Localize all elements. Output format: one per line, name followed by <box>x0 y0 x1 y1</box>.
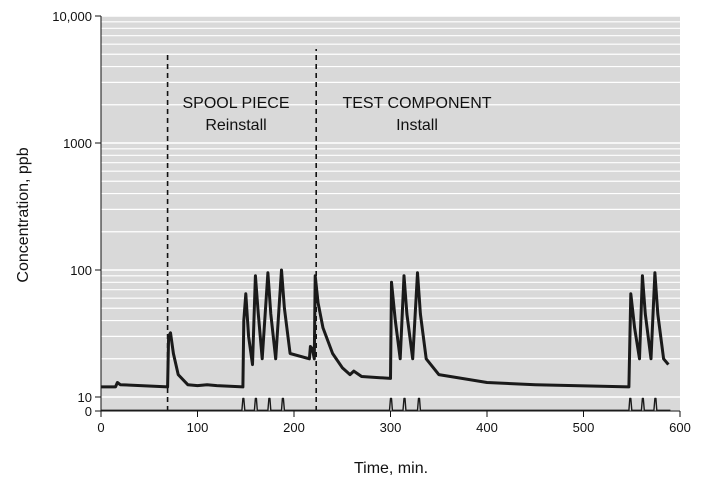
data-line <box>101 397 671 411</box>
x-tick-label: 200 <box>283 420 305 435</box>
y-tick-label: 0 <box>85 404 92 419</box>
y-tick-label: 10,000 <box>52 9 92 24</box>
x-tick-label: 100 <box>187 420 209 435</box>
y-tick-label: 100 <box>70 263 92 278</box>
annotation: TEST COMPONENT <box>342 95 491 112</box>
y-tick-label: 10 <box>78 390 92 405</box>
y-axis-label: Concentration, ppb <box>15 147 32 282</box>
x-tick-label: 500 <box>573 420 595 435</box>
x-tick-label: 300 <box>380 420 402 435</box>
annotation: Reinstall <box>205 117 266 134</box>
y-tick-label: 1000 <box>63 136 92 151</box>
x-axis-label: Time, min. <box>354 460 428 477</box>
x-tick-label: 0 <box>97 420 104 435</box>
annotation: SPOOL PIECE <box>183 95 290 112</box>
x-tick-label: 400 <box>476 420 498 435</box>
annotation: Install <box>396 117 438 134</box>
x-tick-label: 600 <box>669 420 691 435</box>
data-line <box>101 268 670 389</box>
